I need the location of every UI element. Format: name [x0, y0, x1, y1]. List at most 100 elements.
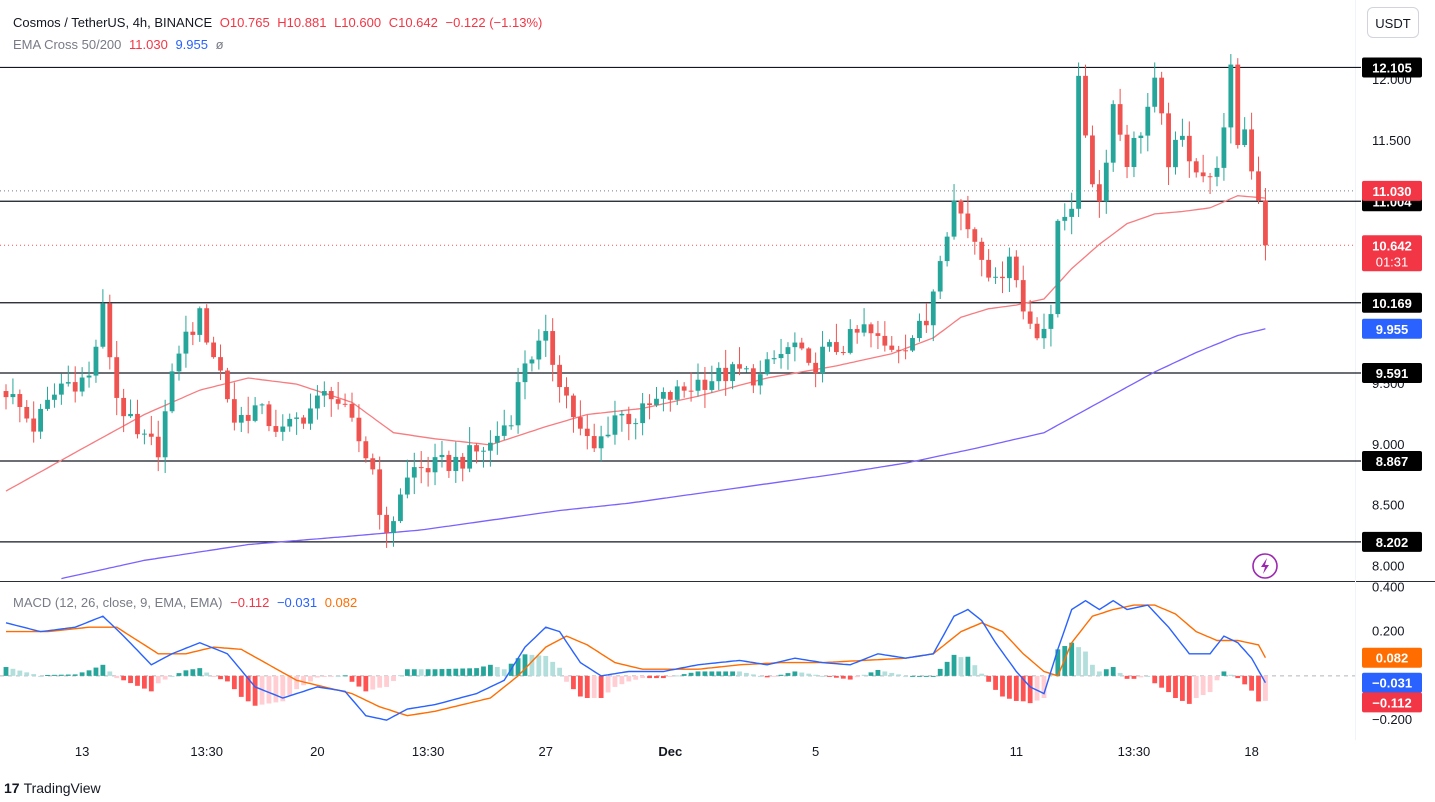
last-price-label-bg [1362, 235, 1422, 272]
level-price-label-bg [1362, 292, 1422, 313]
macd-histogram-bar [792, 671, 798, 676]
macd-signal-label: 0.082 [1376, 651, 1409, 666]
macd-histogram-bar [266, 675, 272, 704]
candle-body [45, 399, 50, 409]
macd-legend[interactable]: MACD (12, 26, close, 9, EMA, EMA) −0.112… [13, 595, 361, 610]
macd-histogram-bar [301, 675, 306, 686]
candle-body [792, 342, 798, 348]
level-price-label-bg [1362, 531, 1422, 552]
candle-body [79, 377, 85, 392]
time-axis-label: 27 [539, 744, 553, 759]
candle-body [882, 335, 888, 346]
macd-histogram-bar [1242, 675, 1248, 685]
candle-body [591, 436, 597, 449]
macd-histogram-bar [910, 675, 915, 677]
macd-histogram-bar [1256, 675, 1261, 702]
macd-histogram-bar [114, 675, 120, 679]
candle-body [1193, 161, 1199, 173]
level-price-label: 8.867 [1376, 454, 1409, 469]
macd-indicator-label: MACD (12, 26, close, 9, EMA, EMA) [13, 595, 223, 610]
ema200-line [61, 328, 1266, 580]
macd-histogram-bar [1166, 675, 1171, 693]
ema-legend[interactable]: EMA Cross 50/200 11.030 9.955 ø [13, 37, 228, 52]
candle-body [937, 261, 943, 292]
symbol-title[interactable]: Cosmos / TetherUS, 4h, BINANCE [13, 15, 213, 30]
macd-histogram-bar [591, 675, 597, 698]
macd-histogram-bar [24, 672, 30, 676]
candle-body [308, 408, 313, 424]
candle-body [1221, 127, 1227, 168]
candle-body [564, 387, 569, 396]
candle-body [204, 308, 210, 343]
candle-body [135, 413, 140, 435]
macd-histogram-bar [840, 675, 846, 679]
macd-histogram-bar [218, 675, 223, 680]
macd-histogram-bar [1027, 675, 1033, 704]
macd-histogram-bar [52, 674, 57, 676]
candle-body [979, 241, 985, 260]
candle-body [1200, 172, 1206, 177]
macd-tick-label: 0.200 [1372, 624, 1405, 639]
macd-histogram-bar [571, 675, 576, 690]
symbol-legend: Cosmos / TetherUS, 4h, BINANCE O10.765 H… [13, 15, 546, 30]
macd-histogram-bar [903, 675, 908, 677]
candle-body [744, 368, 749, 370]
macd-histogram-bar [225, 675, 230, 682]
macd-histogram-bar [65, 674, 71, 676]
macd-histogram-bar [827, 675, 832, 677]
macd-histogram-bar [730, 671, 735, 676]
macd-histogram-bar [204, 672, 210, 676]
macd-histogram-bar [1020, 675, 1026, 702]
macd-signal-label-bg [1362, 647, 1422, 668]
macd-histogram-bar [1138, 675, 1144, 678]
macd-histogram-bar [889, 672, 895, 676]
macd-histogram-bar [245, 675, 251, 702]
alert-lightning-icon [1252, 553, 1278, 579]
candle-body [100, 303, 106, 347]
candle-body [1027, 311, 1033, 324]
macd-histogram-bar [31, 674, 37, 676]
macd-histogram-bar [287, 675, 293, 696]
ema200-price-label-bg [1362, 318, 1422, 339]
ema200-price-label: 9.955 [1376, 322, 1409, 337]
macd-histogram-bar [155, 675, 161, 684]
macd-histogram-bar [799, 672, 805, 676]
candle-body [764, 359, 770, 375]
tradingview-branding[interactable]: 17 TradingView [4, 780, 101, 796]
ema50-price-label: 11.030 [1372, 184, 1411, 199]
candle-body [1124, 134, 1130, 167]
macd-histogram-bar [937, 668, 943, 676]
macd-tick-label: −0.200 [1372, 712, 1412, 727]
level-price-label-bg [1362, 451, 1422, 472]
candle-body [439, 454, 445, 458]
candle-body [93, 346, 99, 376]
time-axis-label: 11 [1010, 744, 1024, 759]
candle-body [52, 394, 57, 400]
candle-body [488, 442, 493, 451]
candle-body [384, 514, 389, 534]
candle-body [335, 399, 341, 404]
macd-histogram-bar [1103, 669, 1109, 676]
macd-histogram-bar [93, 667, 99, 676]
macd-histogram-bar [965, 656, 971, 676]
currency-button[interactable]: USDT [1367, 7, 1419, 38]
macd-histogram-bar [951, 654, 957, 676]
candle-body [467, 445, 473, 469]
macd-signal-value: 0.082 [324, 595, 358, 610]
candle-body [972, 229, 978, 242]
candle-body [965, 213, 971, 230]
macd-histogram-bar [633, 675, 639, 680]
candle-body [453, 456, 459, 471]
macd-histogram-bar [169, 675, 175, 677]
candle-body [1242, 129, 1248, 146]
candle-body [626, 413, 632, 425]
candle-body [723, 367, 729, 382]
candle-body [1007, 256, 1012, 279]
macd-histogram-bar [1214, 675, 1220, 681]
candle-body [1000, 276, 1005, 279]
price-tick-label: 8.500 [1372, 498, 1405, 513]
macd-histogram-bar [688, 672, 694, 676]
candle-body [155, 436, 161, 458]
candle-body [813, 362, 819, 374]
